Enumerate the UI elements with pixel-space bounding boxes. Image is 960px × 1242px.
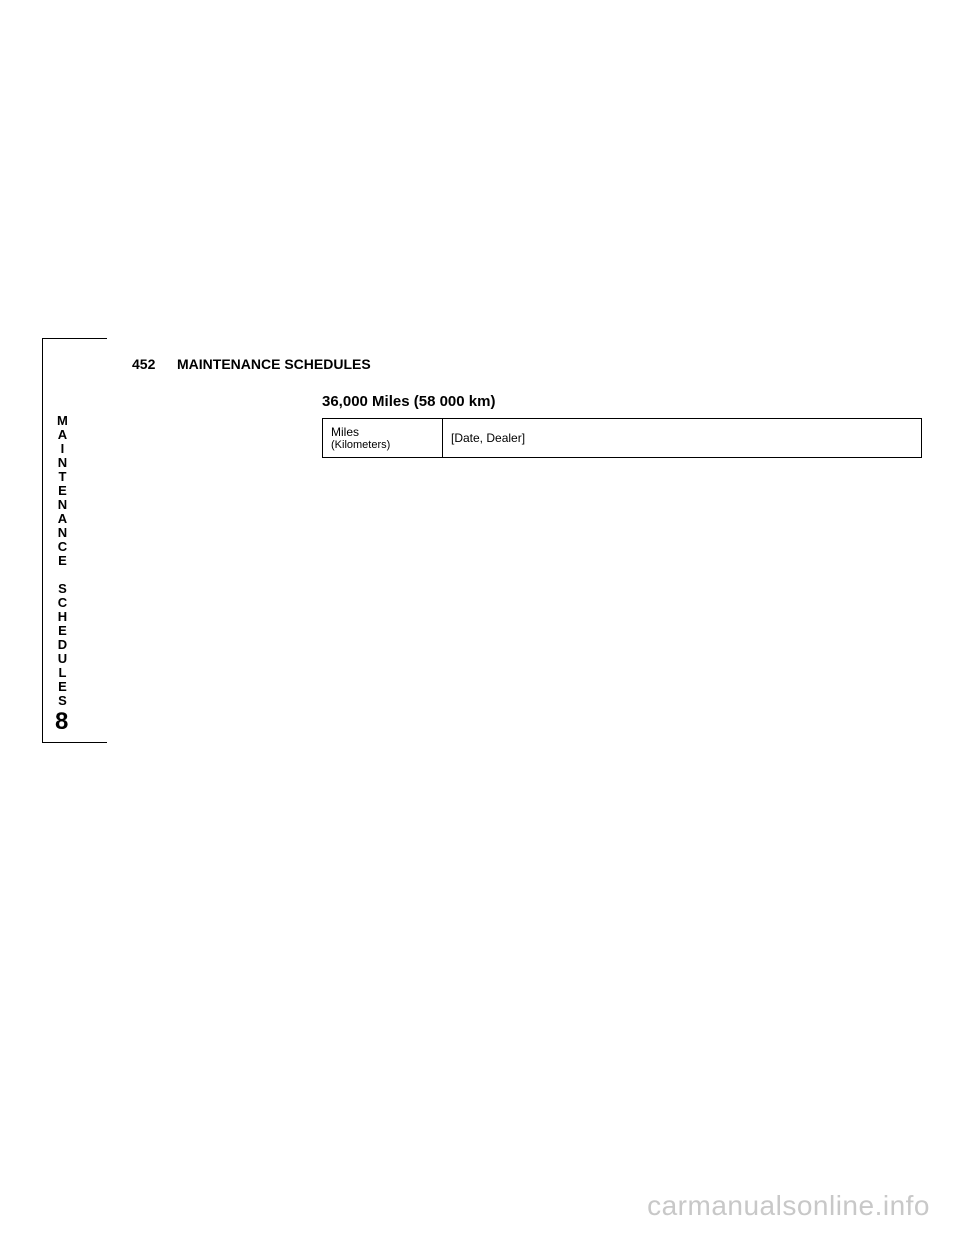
table-row: Miles (Kilometers) [Date, Dealer] [323,419,921,458]
table-cell-value: [Date, Dealer] [443,419,921,457]
table-cell-label: Miles (Kilometers) [323,419,443,457]
watermark-text: carmanualsonline.info [647,1190,930,1222]
maintenance-table: Miles (Kilometers) [Date, Dealer] [322,418,922,458]
cell-label-bottom: (Kilometers) [331,439,434,451]
tab-section-number: 8 [55,708,68,736]
page-number: 452 [132,356,155,372]
section-mileage-title: 36,000 Miles (58 000 km) [322,393,495,410]
tab-label: M A I N T E N A N C E S C H E D U L E S [57,414,68,708]
page-container: M A I N T E N A N C E S C H E D U L E S … [42,338,922,744]
tab-outline [42,338,107,743]
tab-label-word1: M A I N T E N A N C E [57,414,68,568]
header-title: MAINTENANCE SCHEDULES [177,356,371,372]
cell-label-top: Miles [331,425,434,439]
tab-label-word2: S C H E D U L E S [58,582,68,708]
